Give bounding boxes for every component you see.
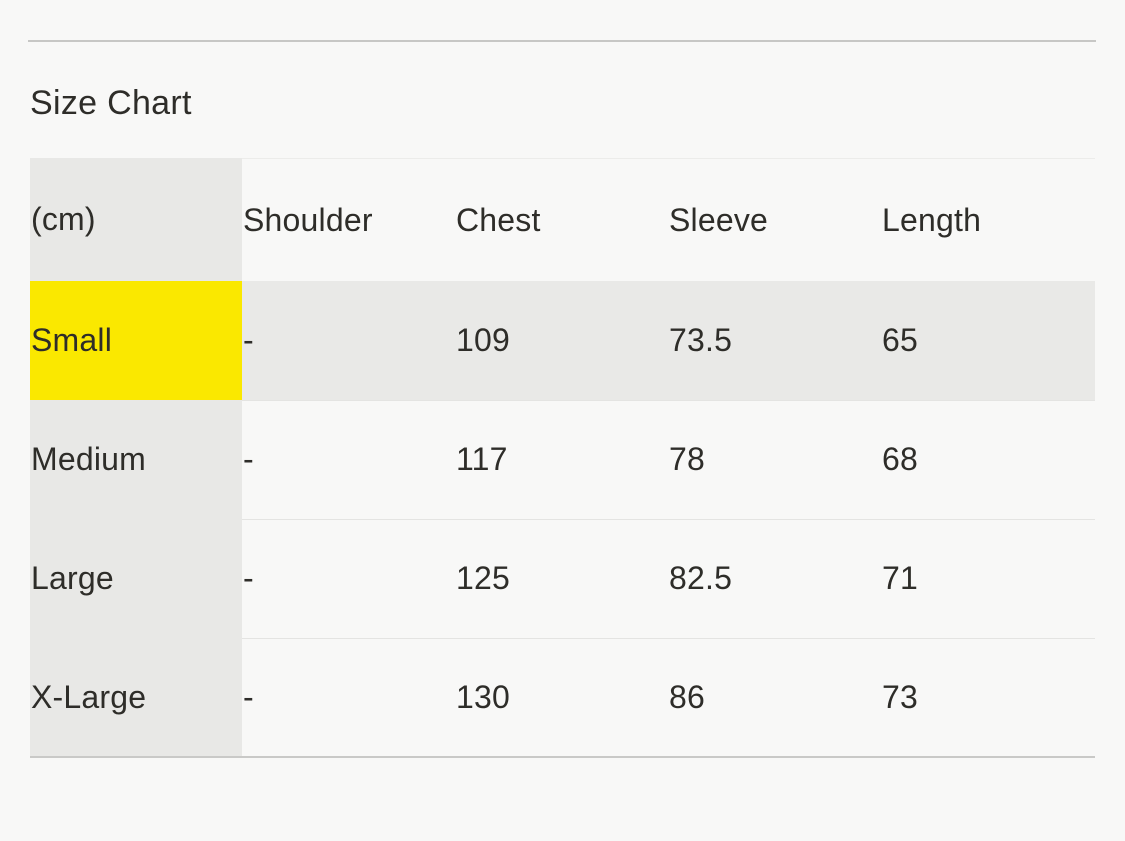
section-divider-rule (28, 40, 1096, 42)
shoulder-value: - (242, 518, 455, 639)
length-value: 71 (881, 518, 1095, 639)
chest-value: 117 (455, 399, 668, 520)
length-value: 68 (881, 399, 1095, 520)
size-label-cell: Large (30, 519, 242, 639)
sleeve-value: 86 (668, 637, 881, 758)
column-header-length: Length (881, 157, 1095, 282)
column-header-chest: Chest (455, 157, 668, 282)
size-chart-section: Size Chart (cm) Shoulder Chest Sleeve Le… (0, 40, 1125, 759)
sleeve-value: 73.5 (668, 281, 881, 401)
shoulder-value: - (242, 637, 455, 758)
chest-value: 125 (455, 518, 668, 639)
table-row-small: Small - 109 73.5 65 (30, 281, 1095, 401)
table-row-medium: Medium - 117 78 68 (30, 399, 1095, 520)
table-row-large: Large - 125 82.5 71 (30, 518, 1095, 639)
chest-value: 130 (455, 637, 668, 758)
chest-value: 109 (455, 281, 668, 401)
size-label-cell: Medium (30, 400, 242, 520)
table-row-xlarge: X-Large - 130 86 73 (30, 637, 1095, 758)
size-chart-title: Size Chart (30, 84, 192, 122)
length-value: 73 (881, 637, 1095, 758)
size-chart-table: (cm) Shoulder Chest Sleeve Length Small … (30, 157, 1095, 759)
sleeve-value: 82.5 (668, 518, 881, 639)
header-row: (cm) Shoulder Chest Sleeve Length (30, 157, 1095, 282)
shoulder-value: - (242, 281, 455, 401)
size-label-cell-highlighted: Small (30, 281, 242, 401)
column-header-shoulder: Shoulder (242, 157, 455, 282)
column-header-sleeve: Sleeve (668, 157, 881, 282)
shoulder-value: - (242, 399, 455, 520)
unit-header-cell: (cm) (30, 158, 242, 282)
sleeve-value: 78 (668, 399, 881, 520)
size-label-cell: X-Large (30, 638, 242, 758)
length-value: 65 (881, 281, 1095, 401)
